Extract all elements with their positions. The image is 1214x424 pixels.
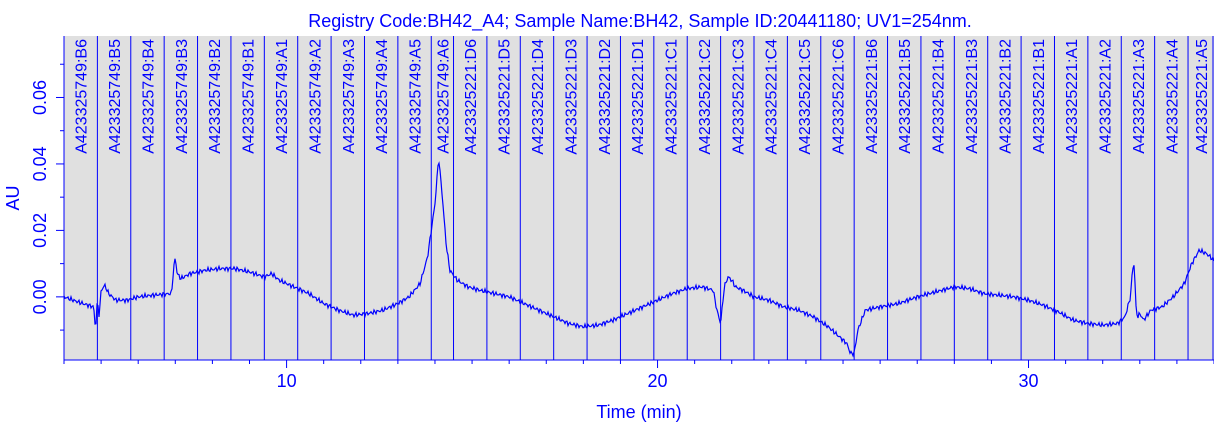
x-tick-label: 10 bbox=[277, 371, 297, 391]
fraction-label-33: A423325221:A4 bbox=[1164, 39, 1181, 154]
y-tick-label: 0.02 bbox=[30, 213, 50, 248]
fraction-label-19: A423325221:C2 bbox=[697, 39, 714, 155]
trace-line bbox=[63, 161, 1214, 358]
y-tick-label: 0.04 bbox=[30, 146, 50, 181]
fraction-label-15: A423325221:D3 bbox=[563, 39, 580, 155]
fraction-label-17: A423325221:D1 bbox=[630, 39, 647, 155]
fraction-label-9: A423325749:A4 bbox=[374, 39, 391, 154]
fraction-markers: A423325749:B6 A423325749:B5 A423325749:B4 A… bbox=[63, 36, 1214, 360]
fraction-label-25: A423325221:B5 bbox=[897, 39, 914, 154]
fraction-label-4: A423325749:B2 bbox=[207, 39, 224, 154]
y-axis-label: AU bbox=[3, 185, 23, 210]
fraction-label-12: A423325221:D6 bbox=[463, 39, 480, 155]
fraction-label-31: A423325221:A2 bbox=[1098, 39, 1115, 154]
x-axis-label: Time (min) bbox=[596, 402, 681, 422]
y-ticks: 0.00 0.02 0.04 0.06 bbox=[30, 63, 64, 331]
fraction-label-28: A423325221:B2 bbox=[997, 39, 1014, 154]
x-tick-label: 30 bbox=[1019, 371, 1039, 391]
fraction-label-20: A423325221:C3 bbox=[730, 39, 747, 155]
fraction-label-30: A423325221:A1 bbox=[1064, 39, 1081, 154]
fraction-label-21: A423325221:C4 bbox=[764, 39, 781, 155]
fraction-label-18: A423325221:C1 bbox=[664, 39, 681, 155]
fraction-label-23: A423325221:C6 bbox=[831, 39, 848, 155]
fraction-label-34: A423325221:A5 bbox=[1194, 39, 1211, 154]
fraction-label-0: A423325749:B6 bbox=[74, 39, 91, 154]
fraction-label-16: A423325221:D2 bbox=[597, 39, 614, 155]
fraction-label-32: A423325221:A3 bbox=[1131, 39, 1148, 154]
fraction-label-26: A423325221:B4 bbox=[931, 39, 948, 154]
fraction-label-29: A423325221:B1 bbox=[1031, 39, 1048, 154]
y-tick-label: 0.06 bbox=[30, 80, 50, 115]
chart-title: Registry Code:BH42_A4; Sample Name:BH42,… bbox=[308, 11, 972, 32]
fraction-label-22: A423325221:C5 bbox=[797, 39, 814, 155]
fraction-label-27: A423325221:B3 bbox=[964, 39, 981, 154]
fraction-label-11: A423325749:A6 bbox=[435, 39, 452, 154]
fraction-label-7: A423325749:A2 bbox=[307, 39, 324, 154]
fraction-label-24: A423325221:B6 bbox=[864, 39, 881, 154]
y-tick-label: 0.00 bbox=[30, 279, 50, 314]
plot-area bbox=[64, 36, 1214, 360]
fraction-label-14: A423325221:D4 bbox=[530, 39, 547, 155]
x-tick-label: 20 bbox=[648, 371, 668, 391]
fraction-label-13: A423325221:D5 bbox=[497, 39, 514, 155]
fraction-label-1: A423325749:B5 bbox=[107, 39, 124, 154]
fraction-label-2: A423325749:B4 bbox=[141, 39, 158, 154]
trace-group bbox=[63, 161, 1214, 358]
fraction-label-3: A423325749:B3 bbox=[174, 39, 191, 154]
fraction-label-5: A423325749:B1 bbox=[241, 39, 258, 154]
fraction-label-10: A423325749:A5 bbox=[408, 39, 425, 154]
fraction-label-8: A423325749:A3 bbox=[341, 39, 358, 154]
fraction-label-6: A423325749:A1 bbox=[274, 39, 291, 154]
x-ticks: 10 20 30 bbox=[63, 360, 1214, 391]
